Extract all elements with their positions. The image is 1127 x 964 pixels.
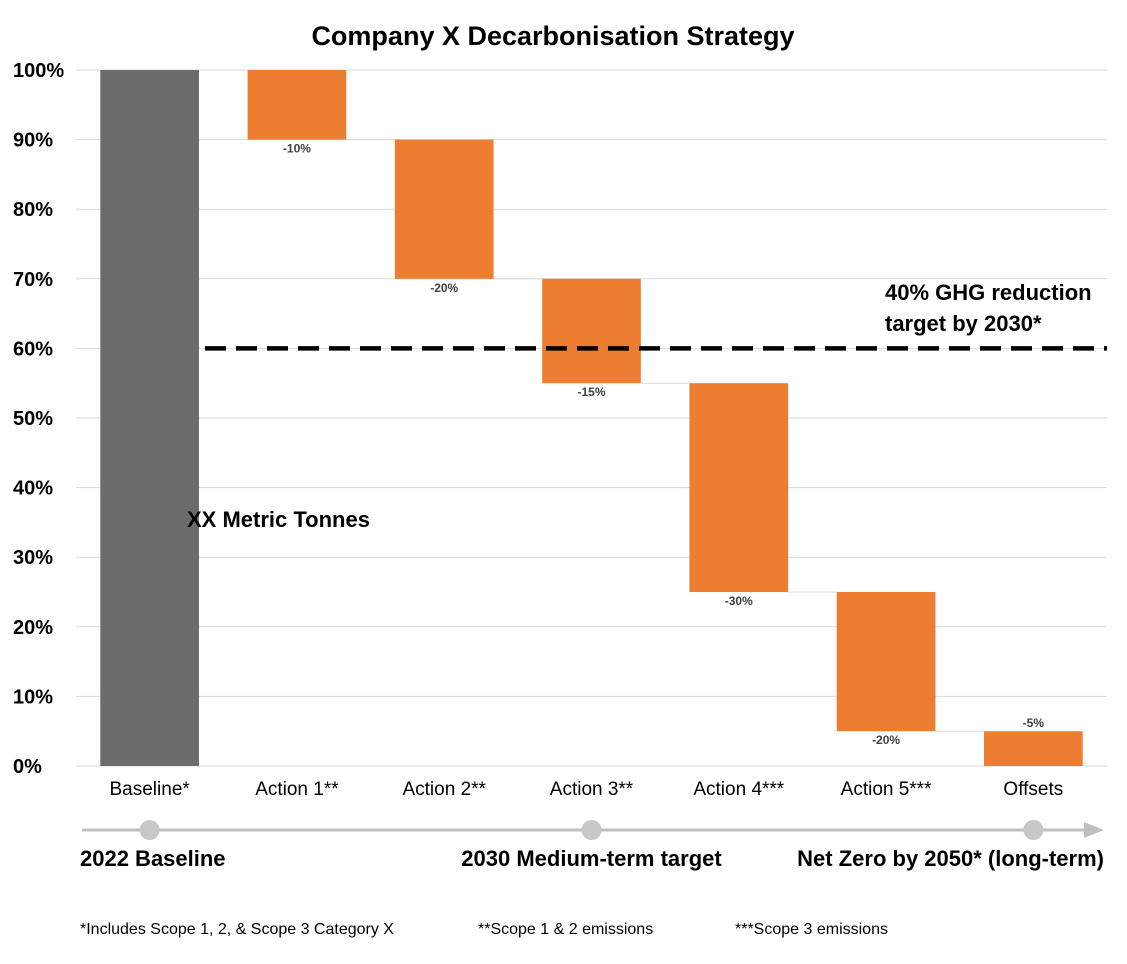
reduction-bar [394,139,494,279]
data-label: -20% [872,733,900,747]
footnote-scope-1-2: **Scope 1 & 2 emissions [478,921,653,938]
milestone-dot [581,820,602,840]
y-tick-label: 70% [13,269,53,291]
footnote-scope-3: ***Scope 3 emissions [735,921,888,938]
milestone-dot [139,820,160,840]
y-tick-label: 50% [13,408,53,430]
data-labels: -10% -20% -15% -30% -20% -5% [283,142,1044,748]
data-label: -20% [430,281,458,295]
reduction-bar [247,70,347,140]
y-tick-label: 60% [13,338,53,360]
baseline-bar [100,70,199,766]
bars [100,70,1083,766]
x-tick-label: Action 4*** [693,779,784,800]
y-tick-label: 40% [13,478,53,500]
timeline: 2022 Baseline 2030 Medium-term target Net … [80,820,1104,871]
x-tick-label: Offsets [1003,779,1063,800]
y-tick-label: 10% [13,686,53,708]
y-tick-label: 80% [13,199,53,221]
y-tick-label: 30% [13,547,53,569]
reduction-bar [836,592,936,732]
x-tick-label: Action 5*** [841,779,932,800]
y-axis-ticks: 0% 10% 20% 30% 40% 50% 60% 70% 80% 90% 100% [13,60,64,778]
timeline-arrowhead [1084,822,1104,838]
data-label: -5% [1023,716,1045,730]
reduction-bar [689,383,789,592]
x-tick-label: Action 1** [255,779,339,800]
data-label: -10% [283,142,311,156]
chart-title: Company X Decarbonisation Strategy [311,21,794,51]
reduction-bar [984,731,1083,766]
connector-lines [198,69,985,732]
milestone-label: 2022 Baseline [80,846,226,871]
x-tick-label: Action 2** [402,779,486,800]
y-tick-label: 20% [13,617,53,639]
gridlines [76,69,1107,767]
reduction-bar [542,278,641,384]
y-tick-label: 90% [13,130,53,152]
data-label: -30% [725,594,753,608]
footnotes: *Includes Scope 1, 2, & Scope 3 Category… [80,921,888,938]
footnote-scope-baseline: *Includes Scope 1, 2, & Scope 3 Category… [80,921,394,938]
x-tick-label: Baseline* [110,779,191,800]
x-axis-ticks: Baseline* Action 1** Action 2** Action 3** A… [110,779,1064,800]
y-tick-label: 0% [13,756,42,778]
milestone-dot [1023,820,1044,840]
baseline-annotation: XX Metric Tonnes [187,507,370,532]
data-label: -15% [577,385,605,399]
target-annotation-line-2: target by 2030* [885,311,1042,336]
target-annotation-line-1: 40% GHG reduction [885,280,1092,305]
x-tick-label: Action 3** [550,779,634,800]
milestone-label: Net Zero by 2050* (long-term) [797,846,1104,871]
milestone-label: 2030 Medium-term target [461,846,722,871]
y-tick-label: 100% [13,60,64,82]
